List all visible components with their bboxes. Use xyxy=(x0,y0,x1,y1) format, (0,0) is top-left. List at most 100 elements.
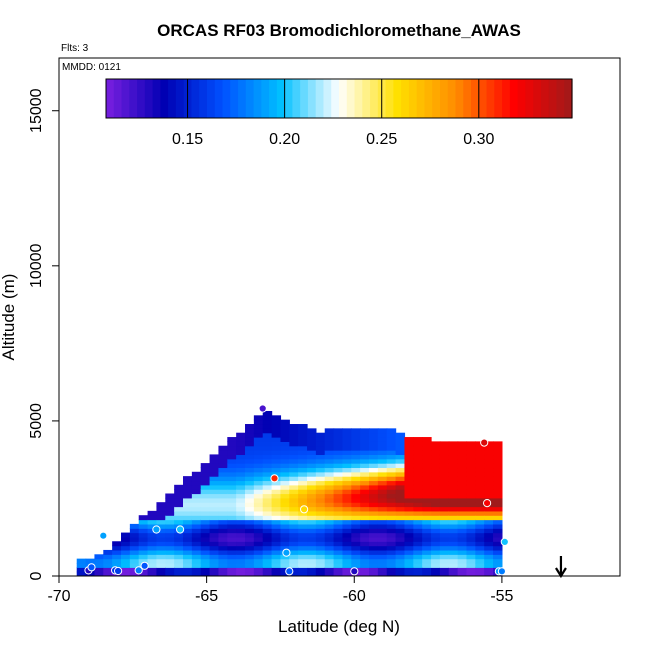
heatmap-cell xyxy=(431,441,441,447)
heatmap-cell xyxy=(262,480,273,486)
heatmap-cell xyxy=(422,519,432,525)
colorbar xyxy=(105,78,573,119)
heatmap-cell xyxy=(484,463,494,469)
heatmap-cell xyxy=(298,497,308,503)
heatmap-cell xyxy=(165,541,175,547)
heatmap-cell xyxy=(360,454,370,460)
heatmap-cell xyxy=(466,454,476,460)
heatmap-cell xyxy=(404,489,414,495)
heatmap-cell xyxy=(431,541,441,547)
heatmap-cell xyxy=(333,541,344,547)
heatmap-cell xyxy=(245,536,255,542)
heatmap-cell xyxy=(360,441,370,447)
heatmap-cell xyxy=(448,528,459,534)
heatmap-cell xyxy=(466,502,476,508)
heatmap-cell xyxy=(457,454,468,460)
heatmap-cell xyxy=(218,506,228,512)
heatmap-cell xyxy=(209,502,220,508)
heatmap-cell xyxy=(457,567,468,573)
heatmap-cell xyxy=(395,484,406,490)
heatmap-cell xyxy=(271,450,282,456)
heatmap-cell xyxy=(493,562,503,568)
heatmap-cell xyxy=(448,450,459,456)
heatmap-cell xyxy=(183,523,193,529)
heatmap-cell xyxy=(307,428,317,434)
heatmap-cell xyxy=(200,528,211,534)
heatmap-cell xyxy=(183,532,193,538)
heatmap-cell xyxy=(262,450,273,456)
heatmap-cell xyxy=(413,441,423,447)
sample-point xyxy=(500,537,509,547)
heatmap-cell xyxy=(369,532,379,538)
colorbar-segment xyxy=(486,79,495,118)
heatmap-cell xyxy=(484,458,494,464)
heatmap-cell xyxy=(245,471,255,477)
heatmap-cell xyxy=(333,428,344,434)
heatmap-cell xyxy=(307,471,317,477)
heatmap-cell xyxy=(183,558,193,564)
colorbar-segment xyxy=(168,79,177,118)
heatmap-cell xyxy=(448,441,459,447)
heatmap-cell xyxy=(457,476,468,482)
heatmap-cell xyxy=(484,562,494,568)
heatmap-cell xyxy=(253,424,264,429)
heatmap-cell xyxy=(289,489,299,495)
heatmap-cell xyxy=(386,541,397,547)
heatmap-cell xyxy=(245,528,255,534)
y-tick-label: 5000 xyxy=(28,403,45,439)
heatmap-cell xyxy=(315,506,326,512)
heatmap-cell xyxy=(342,519,352,525)
heatmap-cell xyxy=(351,484,361,490)
heatmap-cell xyxy=(227,497,237,503)
heatmap-cell xyxy=(112,541,122,547)
x-axis-label: Latitude (deg N) xyxy=(278,617,400,636)
heatmap-cell xyxy=(484,519,494,525)
heatmap-cell xyxy=(431,476,441,482)
heatmap-cell xyxy=(121,532,131,538)
heatmap-cell xyxy=(351,458,361,464)
heatmap-cell xyxy=(431,554,441,560)
heatmap-cell xyxy=(315,549,326,555)
heatmap-cell xyxy=(369,441,379,447)
heatmap-cell xyxy=(138,554,149,560)
heatmap-cell xyxy=(147,554,158,560)
heatmap-cell xyxy=(377,532,388,538)
heatmap-cell xyxy=(245,549,255,555)
heatmap-cell xyxy=(218,571,228,576)
colorbar-segment xyxy=(556,79,565,118)
heatmap-cell xyxy=(484,454,494,460)
colorbar-segment xyxy=(548,79,558,118)
heatmap-cell xyxy=(200,497,211,503)
heatmap-cell xyxy=(227,515,237,521)
heatmap-cell xyxy=(475,532,485,538)
heatmap-cell xyxy=(484,476,494,482)
heatmap-cell xyxy=(315,545,326,551)
heatmap-cell xyxy=(307,480,317,486)
heatmap-cell xyxy=(280,493,290,499)
heatmap-cell xyxy=(218,463,228,469)
heatmap-cell xyxy=(138,549,149,555)
heatmap-cell xyxy=(280,510,290,516)
heatmap-cell xyxy=(183,571,193,576)
heatmap-cell xyxy=(218,476,228,482)
heatmap-cell xyxy=(466,554,476,560)
heatmap-cell xyxy=(253,458,264,464)
heatmap-cell xyxy=(493,519,503,525)
heatmap-cell xyxy=(439,532,450,538)
heatmap-cell xyxy=(475,471,485,477)
heatmap-cell xyxy=(404,437,414,442)
heatmap-cell xyxy=(475,523,485,529)
heatmap-cell xyxy=(227,467,237,473)
heatmap-cell xyxy=(200,484,211,490)
heatmap-cell xyxy=(377,441,388,447)
heatmap-cell xyxy=(218,536,228,542)
heatmap-cell xyxy=(227,484,237,490)
heatmap-cell xyxy=(209,571,220,576)
plot-frame xyxy=(58,57,621,577)
heatmap-cell xyxy=(271,428,282,434)
heatmap-cell xyxy=(245,437,255,442)
heatmap-cell xyxy=(457,510,468,516)
heatmap-cell xyxy=(413,567,423,573)
heatmap-cell xyxy=(333,484,344,490)
heatmap-cell xyxy=(174,489,184,495)
